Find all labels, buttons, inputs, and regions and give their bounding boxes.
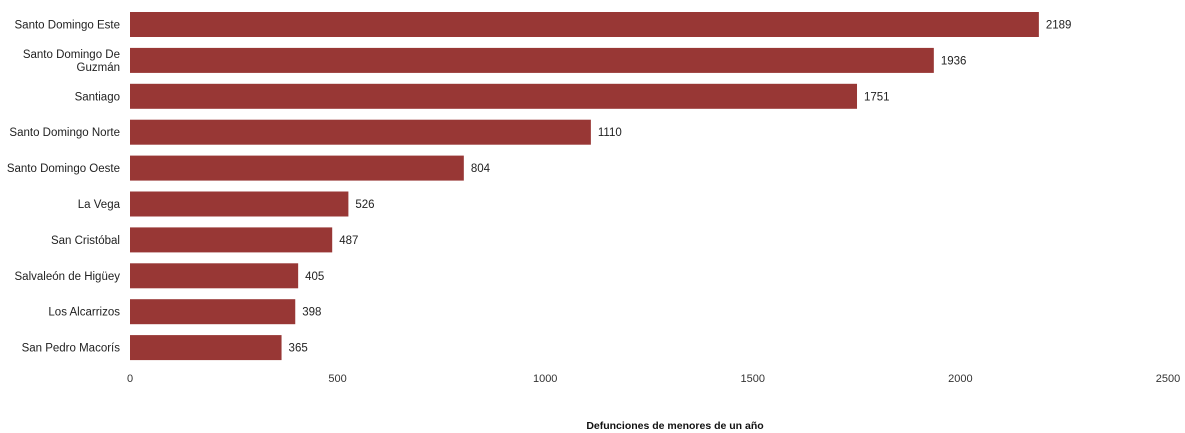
- bar-7: [130, 263, 299, 289]
- category-label-7: Salvaleón de Higüey: [15, 271, 121, 283]
- x-axis-title: Defunciones de menores de un año: [586, 420, 763, 432]
- category-label-5: La Vega: [78, 199, 121, 211]
- category-label-3: Santo Domingo Norte: [9, 127, 120, 139]
- bar-3: [130, 119, 591, 145]
- value-labels: 2189 1936 1751 1110 804 526 487 405 398 365: [289, 20, 1072, 355]
- value-label-8: 398: [302, 307, 321, 319]
- x-tick-label-3: 1500: [741, 373, 765, 385]
- bar-9: [130, 335, 282, 361]
- category-label-6: San Cristóbal: [51, 235, 120, 247]
- bar-0: [130, 12, 1039, 37]
- category-label-1: Santo Domingo De Guzmán: [23, 49, 120, 74]
- bar-5: [130, 191, 349, 217]
- category-labels: Santo Domingo Este Santo Domingo De Guzmán…: [7, 20, 121, 355]
- x-tick-label-1: 500: [328, 373, 346, 385]
- category-label-4: Santo Domingo Oeste: [7, 163, 120, 175]
- category-label-8: Los Alcarrizos: [48, 307, 120, 319]
- bar-8: [130, 299, 296, 325]
- value-label-3: 1110: [598, 127, 622, 139]
- bar-2: [130, 83, 858, 109]
- value-label-7: 405: [305, 271, 324, 283]
- value-label-2: 1751: [864, 91, 890, 103]
- value-label-9: 365: [289, 343, 308, 355]
- x-axis-ticks: 0 500 1000 1500 2000 2500: [127, 373, 1180, 385]
- value-label-1: 1936: [941, 55, 967, 67]
- category-label-0: Santo Domingo Este: [15, 20, 120, 32]
- bar-1: [130, 47, 934, 73]
- x-tick-label-0: 0: [127, 373, 133, 385]
- bar-6: [130, 227, 333, 253]
- x-tick-label-5: 2500: [1156, 373, 1180, 385]
- value-label-6: 487: [339, 235, 358, 247]
- bar-4: [130, 155, 464, 181]
- value-label-5: 526: [355, 199, 374, 211]
- bars-layer: [130, 12, 1039, 361]
- category-label-2: Santiago: [75, 91, 120, 103]
- x-tick-label-4: 2000: [948, 373, 972, 385]
- category-label-9: San Pedro Macorís: [22, 343, 121, 355]
- value-label-0: 2189: [1046, 20, 1072, 32]
- value-label-4: 804: [471, 163, 491, 175]
- x-tick-label-2: 1000: [533, 373, 557, 385]
